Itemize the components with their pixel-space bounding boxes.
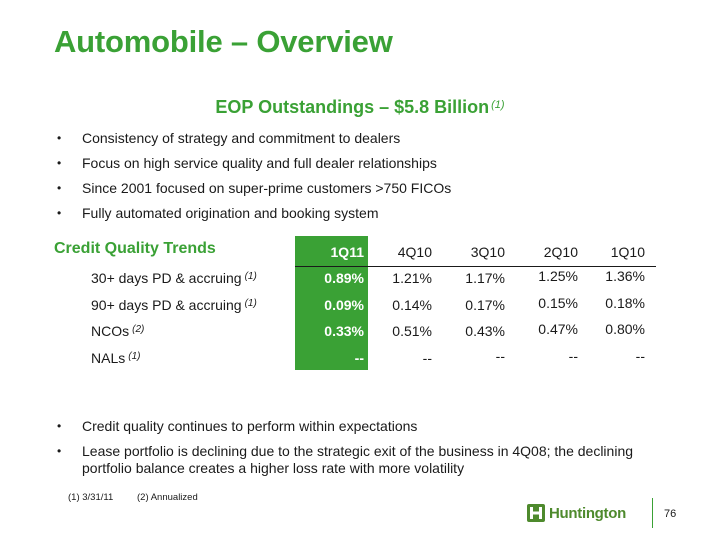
column-header-1q10: 1Q10	[610, 244, 645, 260]
table-header-rule	[295, 266, 656, 267]
table-cell: 0.33%	[324, 323, 364, 339]
table-cell: --	[495, 348, 505, 364]
row-footnote-ref: (1)	[244, 271, 257, 282]
table-cell: 1.17%	[465, 270, 505, 286]
bottom-bullet-list: Credit quality continues to perform with…	[57, 418, 677, 485]
table-cell: --	[422, 350, 432, 366]
row-label-text: NCOs	[91, 323, 130, 339]
footnote-1: (1) 3/31/11	[68, 492, 114, 503]
subtitle: EOP Outstandings – $5.8 Billion (1)	[0, 97, 720, 118]
bullet-item: Credit quality continues to perform with…	[57, 418, 677, 435]
row-footnote-ref: (1)	[128, 351, 141, 362]
page-number: 76	[664, 508, 677, 520]
table-cell: 0.80%	[605, 321, 645, 337]
bullet-item: Lease portfolio is declining due to the …	[57, 443, 677, 477]
table-cell: 0.17%	[465, 297, 505, 313]
logo-text: Huntington	[549, 504, 626, 522]
table-cell: 1.21%	[392, 270, 432, 286]
credit-quality-heading: Credit Quality Trends	[54, 240, 216, 257]
huntington-logo-icon	[527, 504, 545, 522]
table-cell: 0.47%	[538, 321, 578, 337]
table-cell: 0.14%	[392, 297, 432, 313]
table-cell: 1.36%	[605, 268, 645, 284]
row-label-text: 90+ days PD & accruing	[91, 297, 242, 313]
table-cell: 1.25%	[538, 268, 578, 284]
column-header-1q11: 1Q11	[330, 244, 364, 260]
bullet-item: Fully automated origination and booking …	[57, 205, 451, 222]
row-label-90-days: 90+ days PD & accruing (1)	[91, 297, 257, 313]
row-label-text: 30+ days PD & accruing	[91, 270, 242, 286]
table-cell: --	[635, 348, 645, 364]
row-label-30-days: 30+ days PD & accruing (1)	[91, 270, 257, 286]
bullet-item: Focus on high service quality and full d…	[57, 155, 451, 172]
table-cell: --	[354, 350, 364, 366]
row-footnote-ref: (2)	[132, 324, 145, 335]
subtitle-footnote-ref: (1)	[491, 99, 505, 111]
row-label-text: NALs	[91, 350, 126, 366]
table-cell: 0.09%	[324, 297, 364, 313]
footnote-2: (2) Annualized	[137, 492, 198, 503]
row-label-ncos: NCOs (2)	[91, 323, 144, 339]
subtitle-text: EOP Outstandings – $5.8 Billion	[215, 97, 490, 117]
table-cell: 0.89%	[324, 270, 364, 286]
bullet-item: Since 2001 focused on super-prime custom…	[57, 180, 451, 197]
table-cell: --	[568, 348, 578, 364]
table-cell: 0.18%	[605, 295, 645, 311]
current-quarter-highlight	[295, 236, 368, 370]
slide-title: Automobile – Overview	[54, 24, 393, 59]
row-label-nals: NALs (1)	[91, 350, 140, 366]
column-header-4q10: 4Q10	[397, 244, 432, 260]
table-cell: 0.51%	[392, 323, 432, 339]
column-header-2q10: 2Q10	[543, 244, 578, 260]
row-footnote-ref: (1)	[244, 298, 257, 309]
table-cell: 0.43%	[465, 323, 505, 339]
table-cell: 0.15%	[538, 295, 578, 311]
huntington-logo: Huntington	[527, 503, 626, 523]
bullet-item: Consistency of strategy and commitment t…	[57, 130, 451, 147]
top-bullet-list: Consistency of strategy and commitment t…	[57, 130, 451, 230]
footer-divider	[652, 498, 653, 528]
column-header-3q10: 3Q10	[470, 244, 505, 260]
